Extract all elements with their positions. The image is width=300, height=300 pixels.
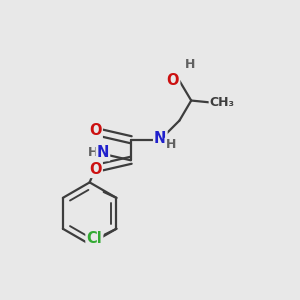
Text: N: N bbox=[97, 145, 109, 160]
Text: CH₃: CH₃ bbox=[210, 96, 235, 110]
Text: H: H bbox=[87, 146, 98, 159]
Text: O: O bbox=[167, 73, 179, 88]
Text: N: N bbox=[154, 131, 167, 146]
Text: H: H bbox=[165, 139, 176, 152]
Text: O: O bbox=[89, 123, 102, 138]
Text: Cl: Cl bbox=[86, 231, 102, 246]
Text: O: O bbox=[89, 162, 102, 177]
Text: H: H bbox=[184, 58, 195, 70]
